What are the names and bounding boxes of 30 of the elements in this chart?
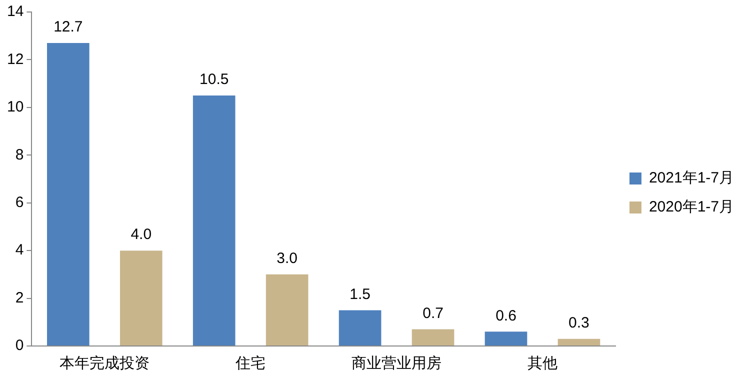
y-tick-label: 2 (15, 289, 24, 306)
text: 12.7 (54, 18, 83, 36)
text: 0.6 (496, 307, 516, 324)
text: 0.7 (422, 304, 444, 322)
bar (558, 338, 600, 346)
y-tick-label: 8 (15, 146, 24, 164)
y-tick-label: 6 (15, 194, 24, 211)
text: 1.5 (350, 286, 370, 303)
bar (412, 329, 454, 346)
x-tick-label: 其他 (527, 355, 558, 372)
y-tick-label: 4 (15, 242, 24, 259)
text: 0.3 (568, 314, 590, 332)
text: 10.5 (200, 71, 229, 88)
bar (192, 96, 236, 346)
text: 4.0 (130, 226, 152, 244)
text: 3.0 (276, 250, 298, 268)
legend-label: 2021年1-7月 (648, 170, 734, 187)
bar (47, 43, 90, 346)
y-tick-label: 14 (6, 3, 24, 20)
x-tick-label: 商业营业用房 (352, 355, 442, 372)
bar (120, 250, 162, 346)
y-tick-label: 12 (6, 50, 24, 68)
y-tick-label: 0 (15, 337, 24, 354)
x-tick-label: 住宅 (234, 355, 266, 372)
bar (484, 332, 528, 346)
y-tick-label: 10 (6, 98, 24, 116)
x-tick-label: 本年完成投资 (60, 355, 150, 372)
bar (338, 310, 382, 346)
legend-label: 2020年1-7月 (648, 198, 734, 216)
bar (266, 274, 308, 346)
